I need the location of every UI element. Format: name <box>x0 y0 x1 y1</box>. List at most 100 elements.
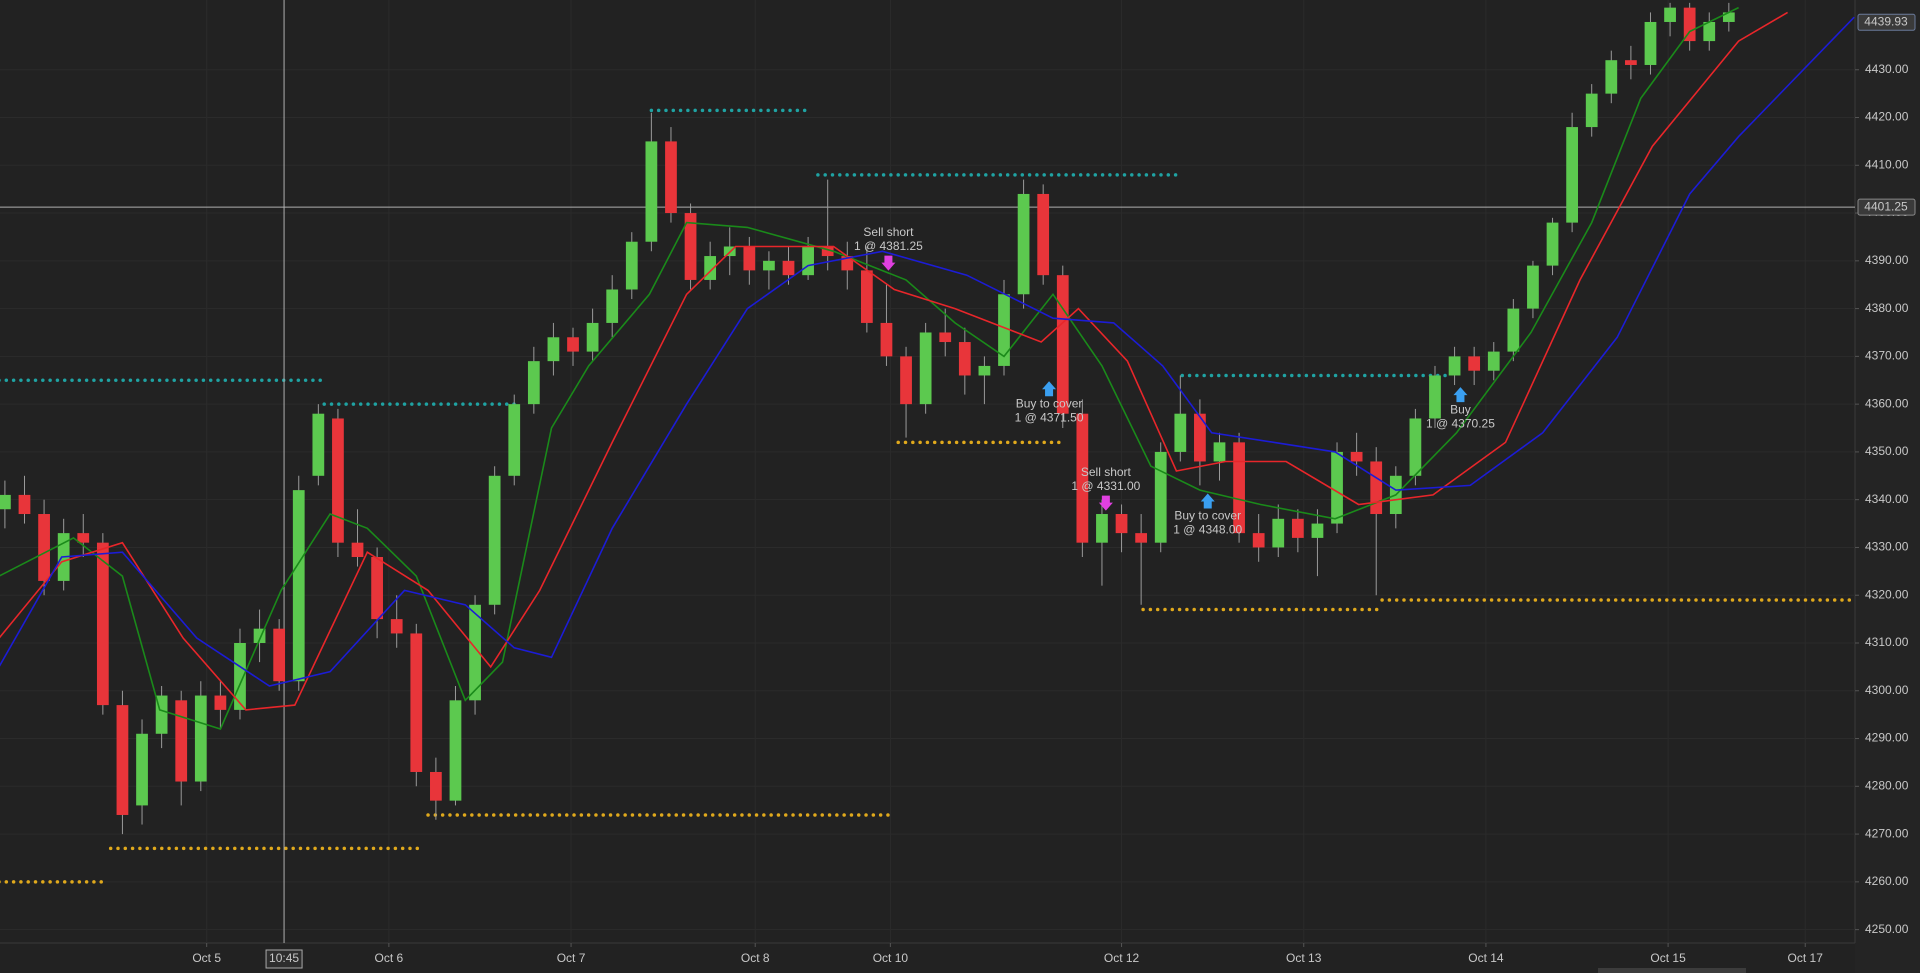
trade-label: 1 @ 4370.25 <box>1426 416 1495 430</box>
trade-arrow <box>1098 495 1113 511</box>
trade-action: Buy to cover <box>1016 396 1083 410</box>
crosshair-time-box <box>265 949 303 969</box>
candle-body <box>488 475 501 605</box>
candle-body <box>469 604 481 701</box>
candle-body <box>1233 442 1245 534</box>
y-tick-label: 4310.00 <box>1865 635 1909 649</box>
candle-body <box>214 695 227 710</box>
y-tick-label: 4360.00 <box>1865 396 1909 410</box>
candle-body <box>1056 275 1069 414</box>
candle-body <box>0 494 11 510</box>
candle-body <box>763 260 775 271</box>
candle-body <box>1468 356 1481 371</box>
candle-body <box>430 771 442 801</box>
candle-body <box>547 337 560 362</box>
candle-body <box>18 494 31 515</box>
candle-body <box>38 514 50 581</box>
y-tick-label: 4380.00 <box>1865 301 1909 315</box>
candle-body <box>860 270 873 323</box>
trade-arrow <box>1042 381 1057 397</box>
x-tick-label: Oct 14 <box>1468 951 1504 965</box>
moving-average <box>0 6 1739 730</box>
candle-body <box>1527 265 1539 309</box>
candle-body <box>919 332 932 405</box>
candle-body <box>1174 413 1187 452</box>
trade-action: Sell short <box>863 225 914 239</box>
y-tick-label: 4420.00 <box>1865 110 1909 124</box>
last-price-label-box <box>1857 13 1916 31</box>
trade-label: 1 @ 4371.50 <box>1015 410 1084 424</box>
x-tick-label: Oct 7 <box>557 951 586 965</box>
candle-body <box>1213 442 1226 462</box>
trade-action: Buy to cover <box>1174 509 1241 523</box>
candle-body <box>1644 21 1657 65</box>
y-tick-label: 4270.00 <box>1865 826 1909 840</box>
candle-body <box>332 418 344 543</box>
x-tick-label: Oct 6 <box>375 951 404 965</box>
y-tick-label: 4370.00 <box>1865 349 1909 363</box>
crosshair-price-label-box <box>1857 198 1916 216</box>
y-tick-label: 4280.00 <box>1865 778 1909 792</box>
candle-body <box>292 490 305 682</box>
y-tick-label: 4290.00 <box>1865 731 1909 745</box>
candle-body <box>1507 308 1520 352</box>
candle-body <box>880 322 893 357</box>
trade-action: Sell short <box>1081 465 1132 479</box>
candle-body <box>371 557 383 620</box>
candle-body <box>508 404 521 476</box>
y-tick-label: 4390.00 <box>1865 253 1909 267</box>
candle-body <box>410 633 423 772</box>
candle-body <box>1625 60 1637 65</box>
candle-body <box>155 695 168 734</box>
trade-label: 1 @ 4331.00 <box>1071 479 1140 493</box>
candle-body <box>1154 451 1167 543</box>
candle-body <box>449 700 462 801</box>
candle-body <box>194 695 207 782</box>
candle-body <box>77 533 90 543</box>
candle-body <box>527 361 540 405</box>
candle-body <box>96 542 109 706</box>
candle-body <box>1585 93 1598 128</box>
x-tick-label: Oct 15 <box>1650 951 1686 965</box>
candle-body <box>312 413 325 476</box>
candle-body <box>1605 60 1618 94</box>
candle-body <box>1546 222 1559 266</box>
x-tick-label: Oct 13 <box>1286 951 1322 965</box>
x-tick-label: Oct 10 <box>873 951 909 965</box>
candle-body <box>1683 7 1696 42</box>
y-tick-label: 4260.00 <box>1865 874 1909 888</box>
candle-body <box>782 260 795 276</box>
candle-body <box>1135 533 1148 543</box>
candle-body <box>684 213 697 280</box>
x-tick-label: Oct 5 <box>192 951 221 965</box>
moving-average <box>0 16 1855 687</box>
y-tick-label: 4430.00 <box>1865 62 1909 76</box>
candle-body <box>567 337 579 352</box>
candle-body <box>645 141 658 242</box>
candle-body <box>1311 523 1324 538</box>
trade-arrow <box>1200 493 1215 509</box>
candle-body <box>704 256 717 280</box>
x-tick-label: Oct 12 <box>1104 951 1140 965</box>
candle-body <box>1017 193 1030 295</box>
candle-body <box>1566 127 1578 223</box>
candle-body <box>253 628 266 643</box>
y-tick-label: 4340.00 <box>1865 492 1909 506</box>
candle-body <box>1722 12 1735 22</box>
candle-body <box>1664 7 1676 22</box>
candle-body <box>1096 514 1108 543</box>
candle-body <box>1409 418 1422 476</box>
y-tick-label: 4250.00 <box>1865 922 1909 936</box>
candle-body <box>821 246 834 257</box>
candle-body <box>1703 21 1716 42</box>
candle-body <box>1331 451 1343 524</box>
candle-body <box>998 294 1010 366</box>
trade-label: 1 @ 4348.00 <box>1173 523 1242 537</box>
candle-body <box>1350 451 1363 462</box>
candle-body <box>743 246 756 271</box>
candle-body <box>802 246 814 276</box>
scrollbar[interactable] <box>1598 968 1746 973</box>
